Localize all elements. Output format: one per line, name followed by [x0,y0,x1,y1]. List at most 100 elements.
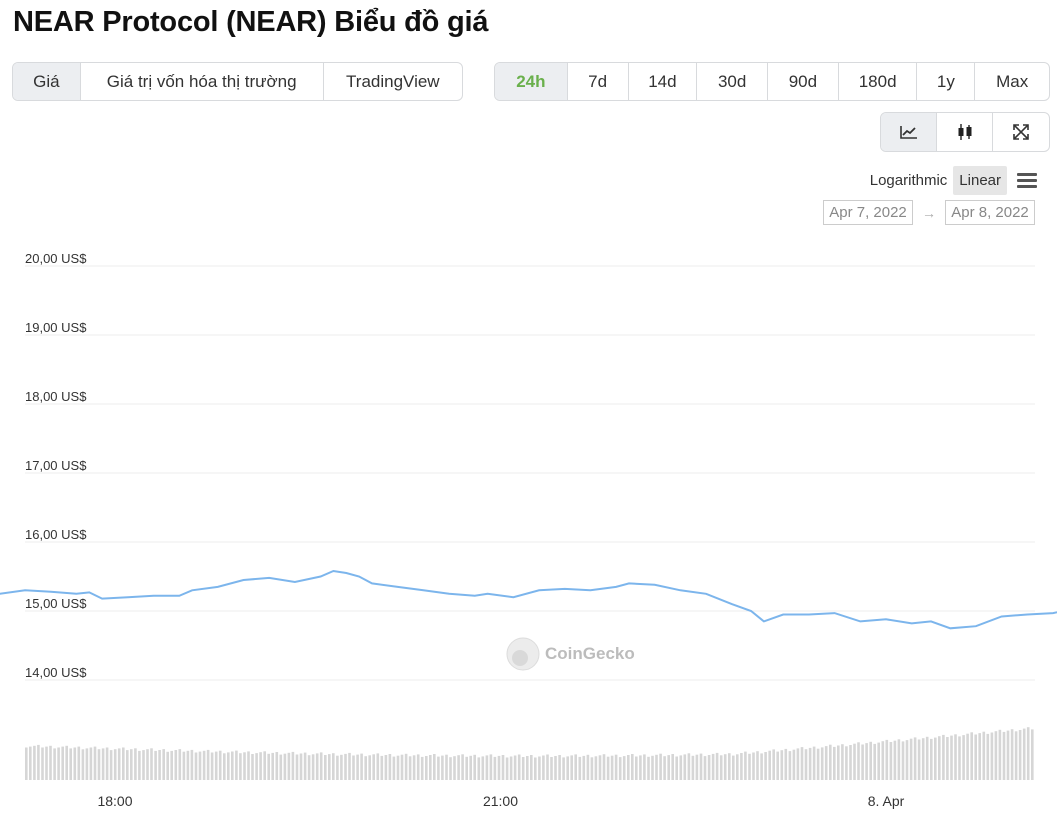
volume-bar [162,749,165,780]
volume-bar [392,756,396,780]
tab-range-7d[interactable]: 7d [568,63,629,100]
volume-bar [925,736,929,780]
volume-bar [974,734,977,780]
volume-bar [505,757,509,780]
volume-bar [283,753,287,780]
volume-bar [736,754,739,780]
volume-bar [412,755,416,780]
volume-bar [356,754,359,780]
date-from-input[interactable]: Apr 7, 2022 [823,200,913,225]
volume-bar [146,749,149,780]
volume-bar [627,755,630,780]
volume-bar [877,742,880,780]
volume-bar [820,747,824,780]
volume-bar [530,755,533,780]
fullscreen-button[interactable] [993,113,1049,151]
volume-bar [776,751,779,780]
volume-bar [574,754,577,780]
volume-bar [554,756,557,780]
volume-bar [53,748,56,780]
volume-bar [550,757,553,780]
volume-bar [41,747,44,780]
tab-tradingview[interactable]: TradingView [346,71,440,91]
volume-bar [239,753,242,780]
volume-bar [299,753,303,780]
volume-bar [631,754,634,780]
volume-bar [950,735,953,780]
volume-bar [655,754,658,780]
volume-bar [715,752,719,780]
volume-bar [481,756,485,780]
volume-bar [586,754,590,780]
volume-bar [445,754,448,780]
price-chart[interactable]: 20,00 US$ 19,00 US$ 18,00 US$ 17,00 US$ 16,0… [0,240,1057,819]
volume-bar [833,746,836,780]
volume-bar [49,745,52,780]
volume-bar [501,755,505,780]
volume-bar [364,756,367,780]
volume-bar [344,753,347,780]
candlestick-icon [958,124,971,140]
volume-bar [837,745,840,780]
volume-bar [319,752,323,780]
volume-bar [695,754,699,780]
hamburger-menu-icon[interactable] [1017,170,1037,191]
volume-bar [570,755,573,780]
volume-bar [699,753,703,780]
volume-bar [740,753,743,780]
chart-view-tabs [880,112,1050,152]
y-tick-label: 17,00 US$ [25,458,87,473]
volume-bar [186,750,190,780]
line-chart-button[interactable] [881,113,937,151]
volume-bar [122,747,125,780]
tab-range-90d[interactable]: 90d [768,63,839,100]
volume-bar [138,750,141,780]
volume-bar [263,751,266,780]
volume-bar [659,753,662,780]
volume-bar [643,754,646,780]
volume-bar [311,754,315,780]
volume-bar [97,749,101,780]
date-arrow: → [922,204,936,221]
volume-bar [416,754,420,780]
volume-bar [29,746,32,780]
volume-bar [303,752,307,780]
volume-bar [897,739,901,780]
volume-bar [970,732,973,780]
line-chart-icon [899,126,917,139]
volume-bar [461,754,464,780]
volume-bar [703,756,707,780]
tab-range-1y[interactable]: 1y [917,63,976,100]
volume-bar [824,746,828,780]
volume-bar [663,756,666,780]
volume-bar [780,750,784,780]
volume-bar [174,750,178,780]
tab-market-cap[interactable]: Giá trị vốn hóa thị trường [81,63,324,100]
volume-bar [566,756,569,780]
volume-bar [812,746,816,780]
volume-bar [235,750,238,780]
tab-range-30d[interactable]: 30d [697,63,769,100]
volume-bar [457,755,460,780]
tab-range-14d[interactable]: 14d [629,63,698,100]
volume-bar [477,757,481,780]
volume-bar [190,749,194,780]
volume-bar [65,745,68,780]
volume-bar [513,755,517,780]
volume-bar [388,754,392,780]
volume-bar [1018,730,1022,780]
scale-logarithmic[interactable]: Logarithmic [869,171,948,189]
date-to-input[interactable]: Apr 8, 2022 [945,200,1035,225]
volume-bar [348,752,351,780]
tab-price[interactable]: Giá [13,63,81,100]
volume-bar [667,755,670,780]
volume-bar [437,756,440,780]
tab-range-180d[interactable]: 180d [839,63,918,100]
scale-linear[interactable]: Linear [953,165,1007,195]
candlestick-button[interactable] [937,113,993,151]
tab-range-max[interactable]: Max [996,71,1029,91]
tab-range-24h[interactable]: 24h [495,63,568,100]
volume-bar [1014,731,1018,780]
volume-bar [117,748,121,780]
